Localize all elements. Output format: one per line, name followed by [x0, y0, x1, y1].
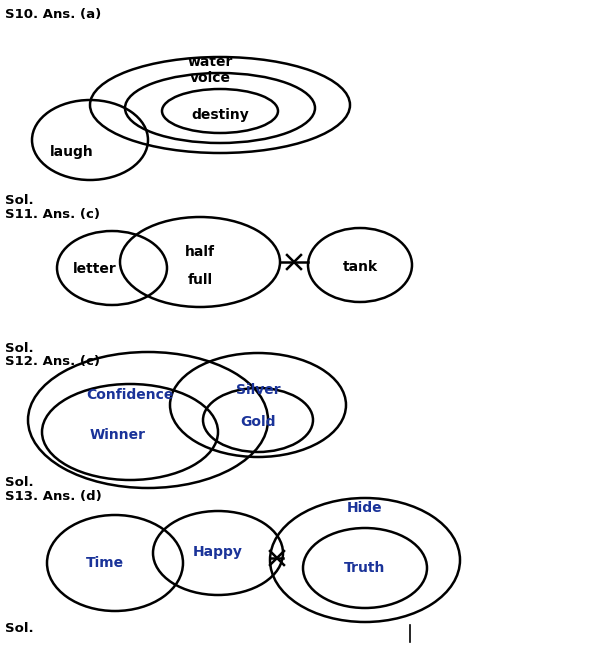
Text: laugh: laugh — [50, 145, 94, 159]
Text: Sol.: Sol. — [5, 194, 34, 207]
Text: Happy: Happy — [193, 545, 243, 559]
Text: half: half — [185, 245, 215, 259]
Text: Sol.: Sol. — [5, 342, 34, 355]
Text: tank: tank — [342, 260, 378, 274]
Text: Truth: Truth — [344, 561, 386, 575]
Text: letter: letter — [73, 262, 117, 276]
Text: Sol.: Sol. — [5, 476, 34, 489]
Text: S10. Ans. (a): S10. Ans. (a) — [5, 8, 101, 21]
Text: water: water — [187, 55, 233, 69]
Text: destiny: destiny — [191, 108, 249, 122]
Text: S13. Ans. (d): S13. Ans. (d) — [5, 490, 101, 503]
Text: Silver: Silver — [236, 383, 280, 397]
Text: S11. Ans. (c): S11. Ans. (c) — [5, 208, 100, 221]
Text: Confidence: Confidence — [86, 388, 174, 402]
Text: voice: voice — [190, 71, 231, 85]
Text: Hide: Hide — [347, 501, 383, 515]
Text: Sol.: Sol. — [5, 622, 34, 635]
Text: Time: Time — [86, 556, 124, 570]
Text: S12. Ans. (c): S12. Ans. (c) — [5, 355, 100, 368]
Text: Gold: Gold — [240, 415, 276, 429]
Text: full: full — [187, 273, 213, 287]
Text: Winner: Winner — [90, 428, 146, 442]
